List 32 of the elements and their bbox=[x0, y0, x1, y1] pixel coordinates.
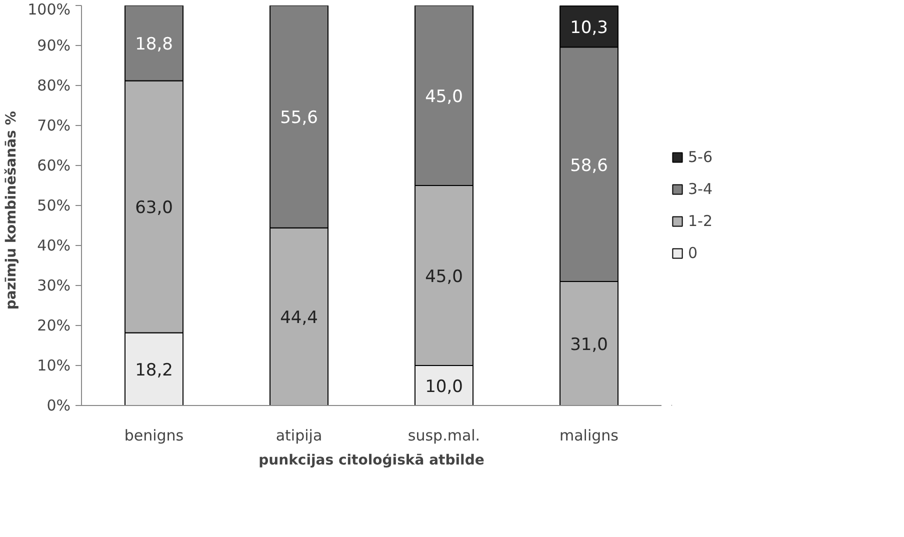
y-tick-label: 100% bbox=[28, 0, 71, 18]
legend-label: 3-4 bbox=[688, 180, 712, 198]
y-tick-label: 50% bbox=[37, 196, 71, 214]
data-label: 44,4 bbox=[280, 308, 318, 328]
x-axis-title: punkcijas citoloģiskā atbilde bbox=[258, 452, 484, 468]
y-tick-label: 20% bbox=[37, 316, 71, 334]
y-tick-label: 0% bbox=[46, 396, 70, 414]
y-tick-label: 70% bbox=[37, 116, 71, 134]
x-tick-label: atipija bbox=[276, 426, 322, 444]
data-label: 10,0 bbox=[425, 377, 463, 397]
data-label: 31,0 bbox=[570, 335, 608, 355]
y-axis-title: pazīmju kombinēšanās % bbox=[4, 111, 20, 310]
data-label: 63,0 bbox=[135, 198, 173, 218]
y-tick-label: 30% bbox=[37, 276, 71, 294]
legend-label: 0 bbox=[688, 244, 699, 262]
data-label: 58,6 bbox=[570, 156, 608, 176]
legend-label: 5-6 bbox=[688, 148, 712, 166]
data-label: 55,6 bbox=[280, 108, 318, 128]
y-tick-label: 60% bbox=[37, 156, 71, 174]
x-tick-label: benigns bbox=[124, 426, 184, 444]
x-tick-label: susp.mal. bbox=[408, 426, 480, 444]
data-label: 10,3 bbox=[570, 18, 608, 38]
y-tick-label: 80% bbox=[37, 76, 71, 94]
data-label: 45,0 bbox=[425, 267, 463, 287]
data-label: 18,2 bbox=[135, 360, 173, 381]
y-tick-label: 10% bbox=[37, 356, 71, 374]
legend-label: 1-2 bbox=[688, 212, 712, 230]
y-tick-label: 40% bbox=[37, 236, 71, 254]
data-label: 45,0 bbox=[425, 87, 463, 107]
x-tick-label: maligns bbox=[560, 426, 619, 444]
data-label: 18,8 bbox=[135, 34, 173, 55]
y-tick-label: 90% bbox=[37, 36, 71, 54]
